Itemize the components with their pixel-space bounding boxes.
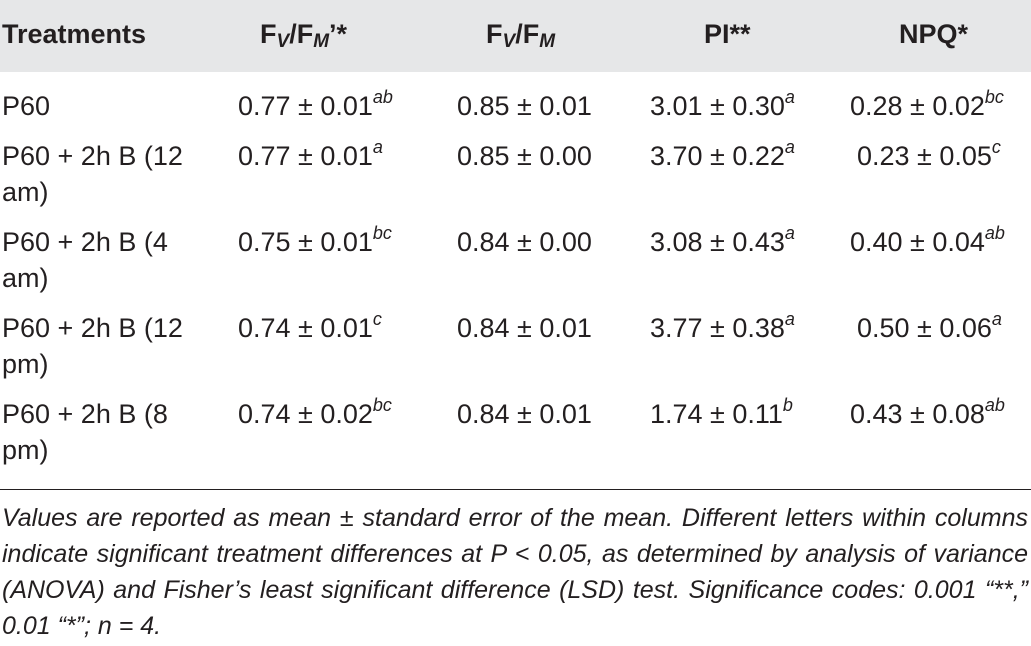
table-footnote: Values are reported as mean ± standard e… [2,504,1028,640]
treatment-cell: P60 + 2h B (12 pm) [2,313,183,379]
header-pi: PI** [704,19,751,49]
header-npq: NPQ* [899,19,969,49]
pi-cell: 3.01 ± 0.30a [650,87,795,121]
pi-cell: 3.77 ± 0.38a [650,309,795,343]
fv-fm-prime-cell: 0.74 ± 0.02bc [238,395,392,429]
fv-fm-prime-cell: 0.75 ± 0.01bc [238,223,392,257]
npq-cell: 0.50 ± 0.06a [857,309,1002,343]
pi-cell: 3.08 ± 0.43a [650,223,795,257]
treatment-cell: P60 + 2h B (12 am) [2,141,183,207]
fv-fm-prime-cell: 0.77 ± 0.01a [238,137,383,171]
npq-cell: 0.40 ± 0.04ab [850,223,1005,257]
pi-cell: 3.70 ± 0.22a [650,137,795,171]
header-treatments: Treatments [2,19,147,49]
npq-cell: 0.28 ± 0.02bc [850,87,1004,121]
header-fv-fm: FV/FM [486,19,556,52]
header-fv-fm-prime: FV/FM’* [260,19,348,52]
pi-cell: 1.74 ± 0.11b [650,395,793,429]
fv-fm-cell: 0.84 ± 0.00 [457,227,592,257]
fv-fm-cell: 0.84 ± 0.01 [457,399,592,429]
treatment-cell: P60 [2,91,51,121]
treatment-cell: P60 + 2h B (4 am) [2,227,168,293]
fv-fm-cell: 0.85 ± 0.01 [457,91,592,121]
fv-fm-cell: 0.85 ± 0.00 [457,141,592,171]
fv-fm-cell: 0.84 ± 0.01 [457,313,592,343]
fv-fm-prime-cell: 0.77 ± 0.01ab [238,87,393,121]
table-header-row: Treatments FV/FM’* FV/FM PI** NPQ* [0,0,1031,72]
npq-cell: 0.43 ± 0.08ab [850,395,1005,429]
npq-cell: 0.23 ± 0.05c [857,137,1001,171]
table-bottom-rule [0,489,1031,490]
fv-fm-prime-cell: 0.74 ± 0.01c [238,309,382,343]
treatment-cell: P60 + 2h B (8 pm) [2,399,168,465]
